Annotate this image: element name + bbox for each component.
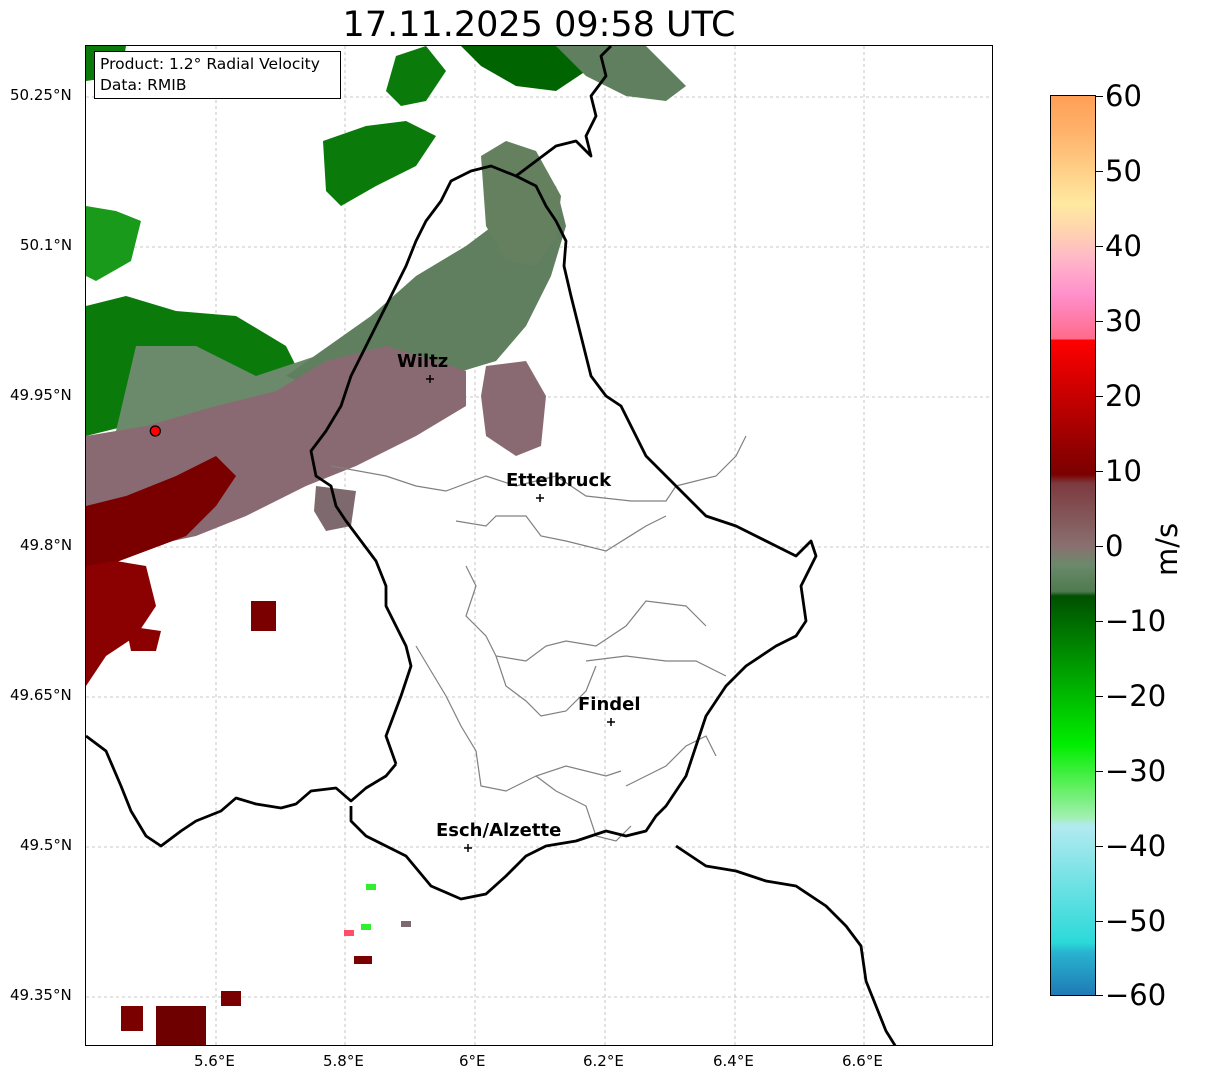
lat-tick-label: 50.1°N [20,236,73,254]
lon-tick-label: 6°E [459,1052,486,1070]
colorbar-tick-mark [1096,96,1103,97]
colorbar-tick-label: 50 [1105,154,1142,188]
lat-tick-label: 49.95°N [10,386,72,404]
lon-tick-label: 5.6°E [194,1052,235,1070]
colorbar-tick-label: −10 [1105,604,1167,638]
colorbar-gradient [1051,96,1095,995]
lon-tick-label: 6.2°E [583,1052,624,1070]
map-title: 17.11.2025 09:58 UTC [342,5,736,45]
product-info-box: Product: 1.2° Radial Velocity Data: RMIB [94,51,341,99]
lon-tick-label: 6.6°E [842,1052,883,1070]
lat-tick-label: 49.35°N [10,986,72,1004]
lon-tick-label: 6.4°E [713,1052,754,1070]
city-markers [426,375,615,852]
colorbar-tick-mark [1096,321,1103,322]
lat-tick-label: 49.65°N [10,686,72,704]
colorbar-tick-mark [1096,471,1103,472]
colorbar-tick-mark [1096,696,1103,697]
colorbar-tick-mark [1096,621,1103,622]
colorbar-tick-label: 40 [1105,229,1142,263]
city-label-findel: Findel [578,694,641,715]
city-label-esch-alzette: Esch/Alzette [436,820,562,841]
colorbar-tick-mark [1096,771,1103,772]
colorbar-tick-label: 0 [1105,529,1124,563]
colorbar-tick-label: 10 [1105,454,1142,488]
canton-borders [330,435,747,842]
colorbar-tick-label: −20 [1105,679,1167,713]
lat-tick-label: 50.25°N [10,86,72,104]
city-label-ettelbruck: Ettelbruck [506,470,612,491]
data-source-line: Data: RMIB [100,76,187,94]
colorbar-tick-mark [1096,995,1103,996]
colorbar-tick-label: −30 [1105,754,1167,788]
lat-tick-label: 49.5°N [20,836,73,854]
lon-tick-label: 5.8°E [323,1052,364,1070]
colorbar-tick-mark [1096,921,1103,922]
colorbar-tick-mark [1096,171,1103,172]
colorbar-unit-label: m/s [1150,522,1184,576]
colorbar-tick-mark [1096,846,1103,847]
colorbar-tick-label: −50 [1105,904,1167,938]
colorbar-tick-label: 20 [1105,379,1142,413]
radar-site-marker[interactable] [149,425,161,437]
map-canvas [86,46,992,1045]
colorbar-tick-label: −60 [1105,978,1167,1012]
colorbar-tick-mark [1096,246,1103,247]
product-line: Product: 1.2° Radial Velocity [100,55,320,73]
colorbar-tick-mark [1096,546,1103,547]
radar-echoes [86,46,686,1045]
colorbar-tick-label: −40 [1105,829,1167,863]
colorbar-tick-mark [1096,396,1103,397]
colorbar-tick-label: 60 [1105,79,1142,113]
city-label-wiltz: Wiltz [397,351,449,372]
lat-tick-label: 49.8°N [20,536,73,554]
country-border [86,46,897,1045]
colorbar-tick-label: 30 [1105,304,1142,338]
radar-map[interactable] [85,45,993,1046]
colorbar [1050,95,1096,996]
